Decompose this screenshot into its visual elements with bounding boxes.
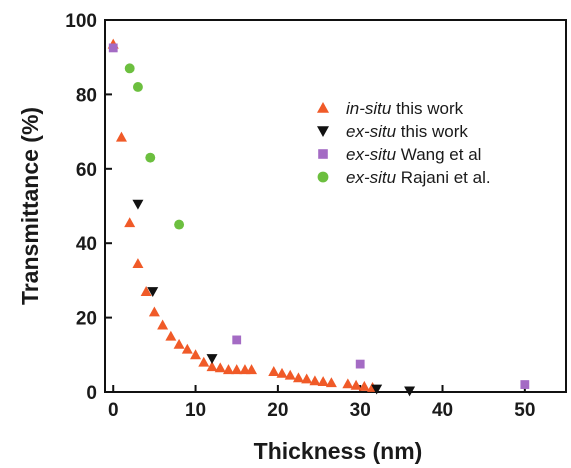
legend-label-1: ex-situ this work [346, 122, 468, 141]
data-point-series-0 [301, 373, 313, 384]
data-point-series-0 [190, 349, 202, 360]
y-tick-label: 80 [76, 85, 97, 106]
data-point-series-0 [198, 356, 210, 367]
legend-label-rest: this work [396, 122, 468, 141]
legend-label-rest: Rajani et al. [396, 168, 491, 187]
data-point-series-0 [292, 372, 304, 383]
y-axis-title: Transmittance (%) [17, 107, 43, 305]
data-point-series-0 [148, 306, 160, 317]
data-point-series-1 [206, 354, 218, 365]
legend-label-italic: ex-situ [346, 145, 397, 164]
data-point-series-0 [173, 338, 185, 349]
x-tick-label: 10 [185, 400, 206, 421]
data-point-series-0 [268, 366, 280, 376]
data-point-series-0 [214, 362, 226, 373]
data-point-series-2 [108, 43, 118, 53]
legend-marker-0 [317, 102, 329, 113]
data-point-series-2 [355, 359, 365, 369]
data-point-series-0 [157, 319, 169, 330]
legend-label-italic: ex-situ [346, 122, 397, 141]
data-point-series-1 [147, 287, 159, 298]
data-point-series-0 [140, 286, 152, 296]
legend-label-0: in-situ this work [346, 99, 464, 118]
y-tick-label: 20 [76, 309, 97, 330]
data-point-series-1 [371, 384, 383, 395]
x-tick-label: 20 [267, 400, 288, 421]
data-point-series-0 [358, 380, 370, 391]
data-point-series-2 [232, 335, 242, 345]
data-point-series-0 [206, 361, 218, 372]
data-point-series-3 [132, 82, 143, 92]
x-tick-label: 0 [108, 400, 119, 421]
legend-label-italic: in-situ [346, 99, 392, 118]
data-point-series-0 [309, 375, 321, 386]
x-axis-title: Thickness (nm) [254, 438, 423, 464]
legend-label-italic: ex-situ [346, 168, 397, 187]
plot-frame [104, 19, 567, 393]
data-point-series-3 [124, 63, 135, 74]
data-point-series-0 [350, 379, 362, 390]
data-point-series-0 [317, 376, 329, 386]
data-point-series-3 [174, 219, 185, 230]
y-tick-label: 0 [86, 383, 97, 404]
data-point-series-1 [132, 199, 144, 210]
data-point-series-0 [181, 343, 193, 354]
data-point-series-2 [520, 380, 530, 389]
data-points [107, 38, 530, 397]
data-point-series-0 [231, 364, 243, 375]
legend-label-rest: Wang et al [396, 145, 481, 164]
y-tick-label: 40 [76, 234, 97, 255]
data-point-series-0 [115, 131, 127, 142]
legend-label-3: ex-situ Rajani et al. [346, 168, 491, 187]
legend-label-2: ex-situ Wang et al [346, 145, 481, 164]
data-point-series-0 [165, 330, 177, 341]
data-point-series-0 [342, 378, 354, 389]
data-point-series-0 [222, 364, 234, 375]
legend-marker-1 [317, 126, 329, 137]
data-point-series-0 [276, 367, 288, 378]
data-point-series-1 [404, 386, 416, 397]
data-point-series-0 [325, 377, 337, 388]
data-point-series-0 [284, 369, 296, 380]
x-tick-label: 30 [350, 400, 371, 421]
data-point-series-0 [132, 258, 144, 269]
data-point-series-0 [124, 217, 136, 228]
axis-ticks: 0 10 20 30 40 50 0 20 40 60 80 100 [65, 11, 535, 421]
x-tick-label: 50 [514, 400, 535, 421]
y-tick-label: 100 [65, 11, 97, 32]
data-point-series-3 [145, 152, 156, 163]
legend-label-rest: this work [391, 99, 463, 118]
legend-marker-2 [318, 149, 328, 159]
data-point-series-0 [246, 364, 258, 375]
x-tick-label: 40 [432, 400, 453, 421]
y-tick-label: 60 [76, 160, 97, 181]
legend-marker-3 [317, 171, 329, 183]
